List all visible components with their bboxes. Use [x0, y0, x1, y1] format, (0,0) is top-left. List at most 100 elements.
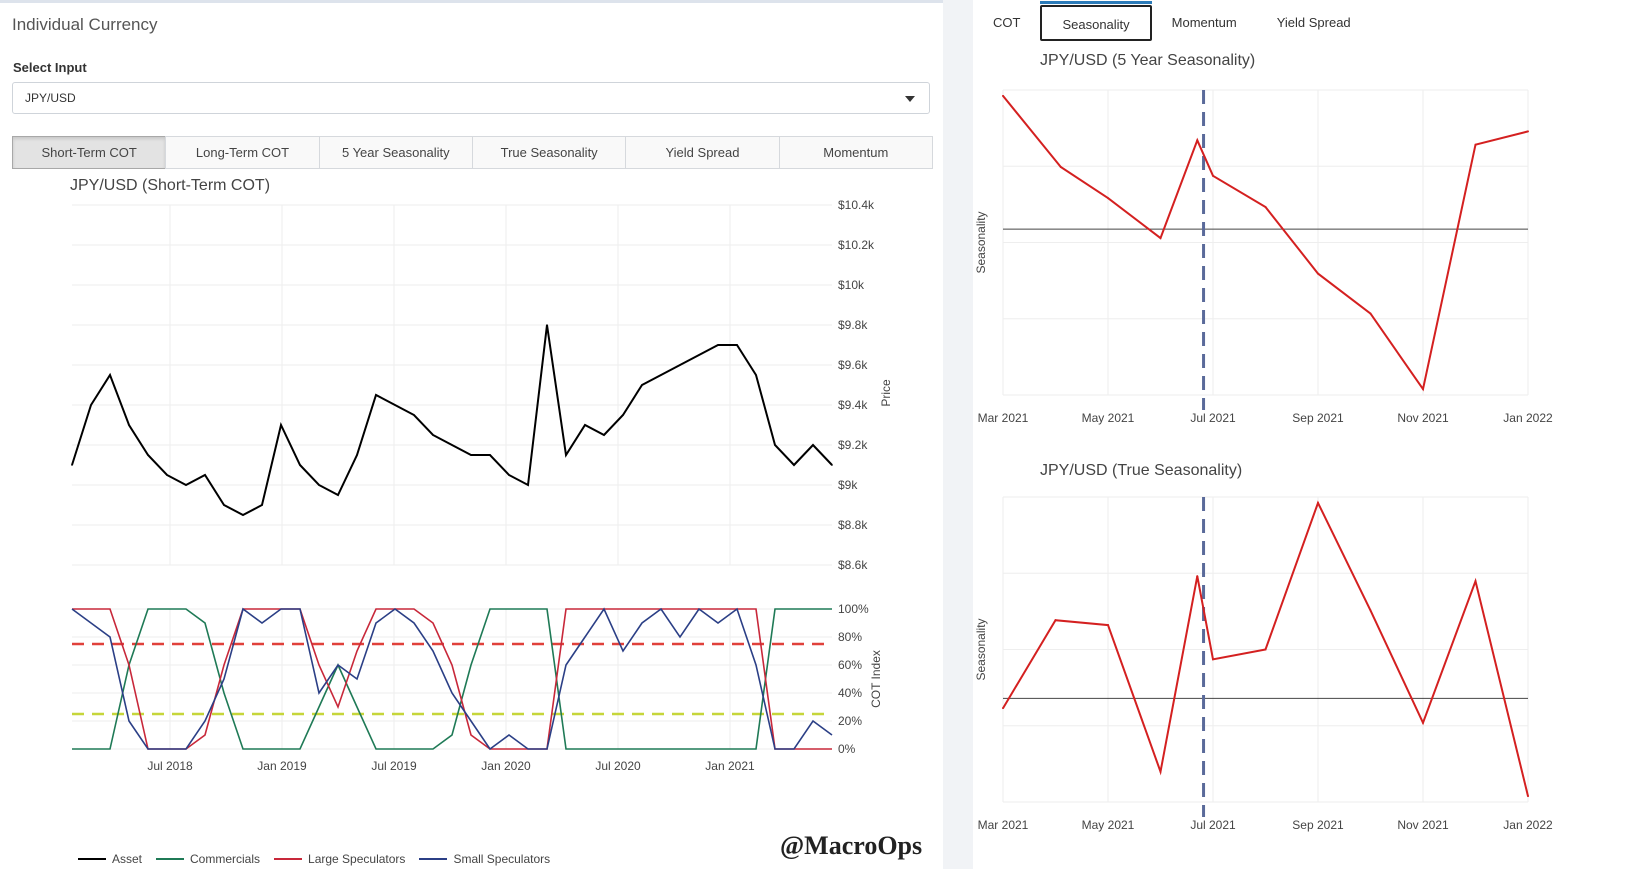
tab-short-term-cot[interactable]: Short-Term COT	[12, 136, 167, 169]
x-tick-label: Jul 2021	[1190, 411, 1236, 425]
asset-point	[736, 344, 738, 346]
seasonality-point	[1196, 139, 1199, 142]
legend-label: Asset	[112, 852, 143, 866]
asset-point	[394, 404, 396, 406]
y-axis-label: Seasonality	[974, 211, 988, 273]
price-chart: $10.4k $10.2k $10k $9.8k $9.6k $9.4k $9.2k $9k $…	[71, 198, 893, 572]
asset-point	[128, 424, 130, 426]
right-tabs: COT Seasonality Momentum Yield Spread	[973, 0, 1371, 46]
seasonality-point	[1054, 619, 1057, 622]
legend-swatch	[274, 858, 303, 860]
seasonality-point	[1107, 197, 1109, 200]
asset-point	[109, 374, 111, 376]
watermark: @MacroOps	[780, 831, 923, 860]
currency-select[interactable]: JPY/USD	[12, 82, 930, 114]
seasonality-point	[1212, 658, 1214, 661]
y-tick-label: 0%	[838, 742, 856, 756]
legend-item-small-speculators[interactable]: Small Speculators	[419, 852, 550, 866]
x-tick-label: Nov 2021	[1397, 411, 1449, 425]
seasontrue-chart: Mar 2021 May 2021 Jul 2021 Sep 2021 Nov 2021…	[974, 496, 1553, 832]
y-tick-label: $9.8k	[838, 318, 868, 332]
y-tick-label: $8.6k	[838, 558, 868, 572]
seasonality-point	[1002, 707, 1004, 710]
x-tick-label: Mar 2021	[978, 411, 1029, 425]
asset-point	[546, 324, 548, 326]
chart-legend: Asset Commercials Large Speculators Smal…	[78, 852, 550, 866]
asset-point	[90, 404, 92, 406]
legend-swatch	[156, 858, 185, 860]
seasonality-point	[1317, 501, 1319, 504]
seasonality-point	[1196, 575, 1199, 578]
tab-long-term-cot[interactable]: Long-Term COT	[165, 136, 320, 169]
seasonality-point	[1527, 795, 1529, 798]
commercials-series-line	[72, 608, 832, 750]
asset-point	[470, 454, 472, 456]
asset-point	[603, 434, 605, 436]
asset-point	[261, 504, 263, 506]
seasonality-point	[1474, 580, 1477, 583]
x-tick-label: Jul 2021	[1190, 818, 1236, 832]
asset-point	[774, 444, 776, 446]
tab-yield-spread[interactable]: Yield Spread	[625, 136, 780, 169]
asset-point	[242, 514, 244, 516]
seasonality-point	[1317, 272, 1319, 275]
chart-tabs: Short-Term COT Long-Term COT 5 Year Seas…	[12, 136, 933, 169]
y-tick-label: 80%	[838, 630, 862, 644]
x-tick-label: Mar 2021	[978, 818, 1029, 832]
tab-seasonality[interactable]: Seasonality	[1040, 1, 1152, 41]
asset-point	[204, 474, 206, 476]
x-tick-label: Jul 2019	[371, 759, 417, 773]
asset-point	[318, 484, 320, 486]
legend-item-large-speculators[interactable]: Large Speculators	[274, 852, 405, 866]
seasonality-point	[1422, 388, 1424, 391]
x-tick-label: Sep 2021	[1292, 818, 1344, 832]
asset-point	[793, 464, 795, 466]
seasonality-point	[1369, 609, 1372, 612]
y-tick-label: $9.2k	[838, 438, 868, 452]
x-tick-label: Jan 2022	[1503, 411, 1553, 425]
x-tick-label: Jul 2020	[595, 759, 641, 773]
asset-point	[356, 454, 358, 456]
asset-point	[679, 364, 681, 366]
tab-right-yield-spread[interactable]: Yield Spread	[1276, 15, 1351, 30]
seasonality-point	[1212, 174, 1214, 177]
legend-swatch	[419, 858, 448, 860]
seasonality-point	[1264, 205, 1267, 208]
seasonality-point	[1159, 237, 1162, 240]
season5-chart: Mar 2021 May 2021 Jul 2021 Sep 2021 Nov 2021…	[974, 89, 1553, 425]
asset-point	[337, 494, 339, 496]
y-tick-label: 100%	[838, 603, 869, 616]
asset-point	[223, 504, 225, 506]
legend-swatch	[78, 858, 106, 860]
y-tick-label: $10.2k	[838, 238, 875, 252]
asset-point	[812, 444, 814, 446]
asset-point	[147, 454, 149, 456]
seasonality-point	[1002, 94, 1004, 97]
seasonality-series-line	[1002, 95, 1529, 392]
panel-gutter	[943, 0, 973, 869]
y-tick-label: $9k	[838, 478, 858, 492]
legend-item-commercials[interactable]: Commercials	[156, 852, 260, 866]
y-axis-label: Price	[879, 379, 893, 407]
asset-point	[717, 344, 719, 346]
seasonality-point	[1107, 624, 1109, 627]
asset-point	[299, 464, 301, 466]
y-tick-label: 40%	[838, 686, 862, 700]
large-speculators-series-line	[72, 608, 832, 750]
asset-point	[375, 394, 377, 396]
asset-point	[641, 384, 643, 386]
seasonality-point	[1059, 165, 1062, 168]
tab-5-year-seasonality[interactable]: 5 Year Seasonality	[318, 136, 473, 169]
legend-item-asset[interactable]: Asset	[78, 852, 142, 866]
tab-right-momentum[interactable]: Momentum	[1171, 15, 1237, 30]
left-panel: Individual Currency Select Input JPY/USD…	[0, 0, 943, 866]
asset-point	[660, 374, 662, 376]
legend-label: Commercials	[190, 852, 261, 866]
tab-true-seasonality[interactable]: True Seasonality	[471, 136, 627, 169]
tab-momentum[interactable]: Momentum	[778, 136, 933, 169]
asset-point	[755, 374, 757, 376]
seasontrue-chart-title: JPY/USD (True Seasonality)	[1040, 462, 1243, 479]
tab-cot[interactable]: COT	[993, 15, 1021, 30]
currency-select-value: JPY/USD	[25, 91, 76, 105]
asset-point	[413, 414, 415, 416]
